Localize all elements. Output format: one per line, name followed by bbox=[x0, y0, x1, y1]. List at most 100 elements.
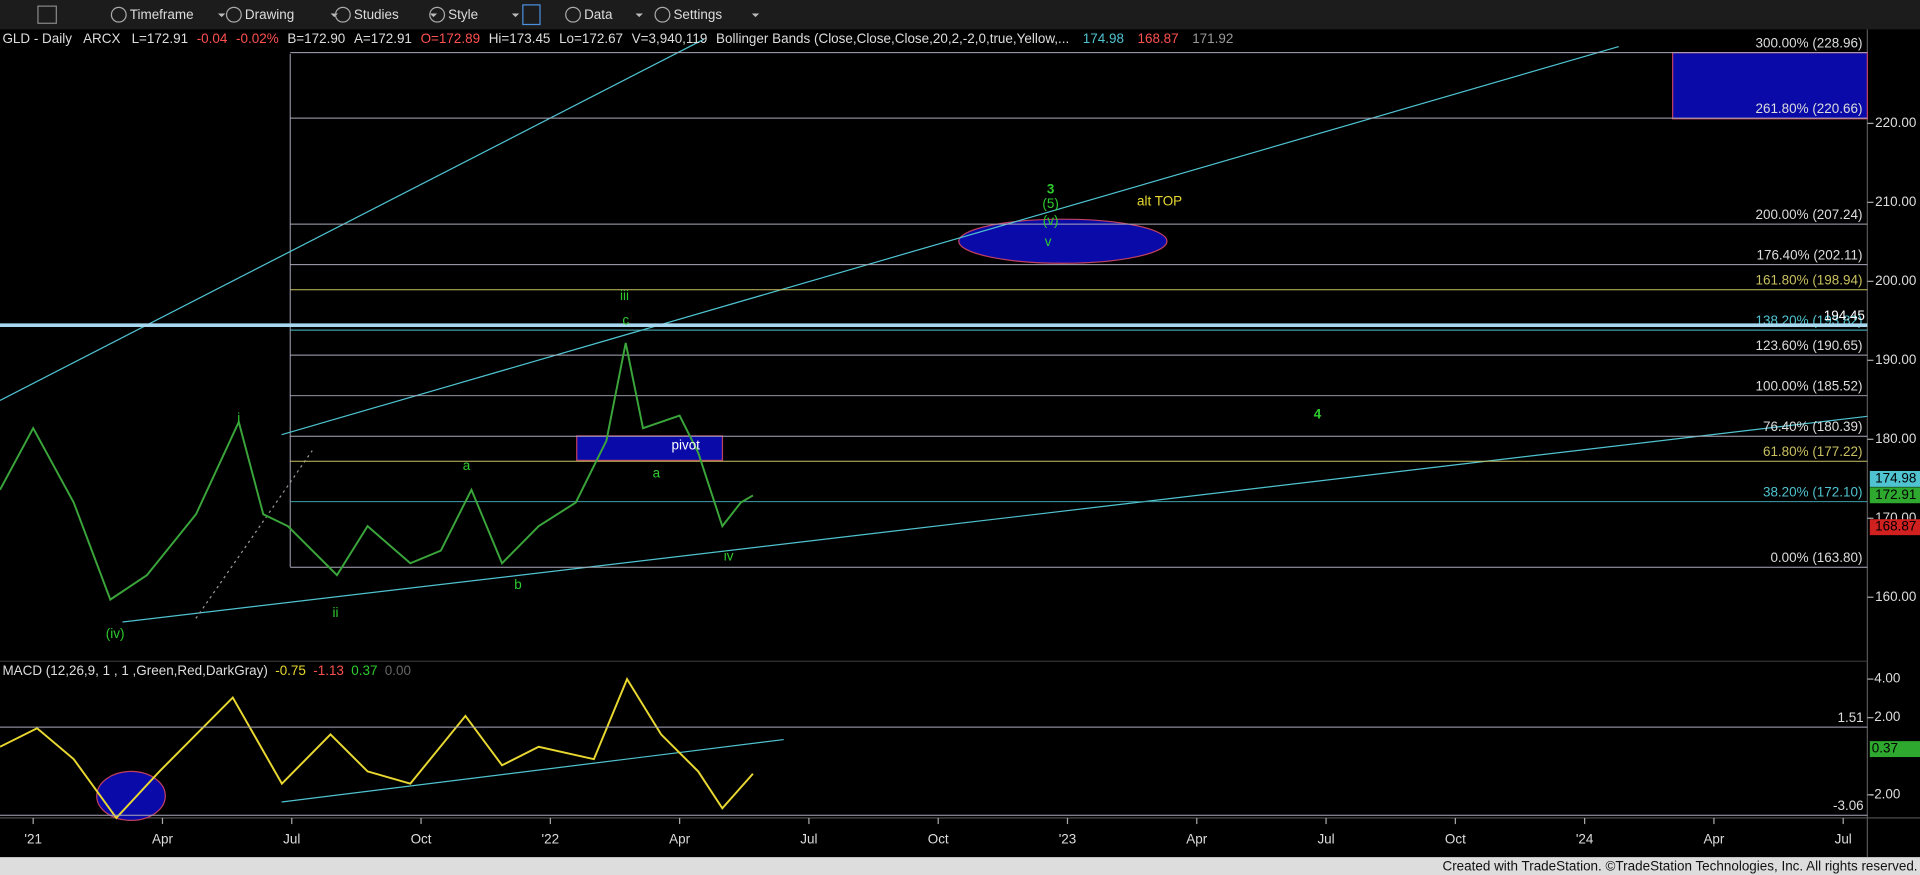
pivot-box bbox=[576, 435, 724, 462]
ask: A=172.91 bbox=[354, 31, 412, 46]
wave-label: (5) bbox=[1042, 196, 1058, 211]
bb-upper: 174.98 bbox=[1083, 31, 1124, 46]
fib-label: 300.00% (228.96) bbox=[1755, 36, 1862, 51]
wave-label: 4 bbox=[1314, 407, 1322, 422]
fib-label: 100.00% (185.52) bbox=[1755, 379, 1862, 394]
wave-label: i bbox=[237, 410, 240, 425]
macd-title-text: MACD (12,26,9, 1 , 1 ,Green,Red,DarkGray… bbox=[2, 663, 267, 678]
y-tick-label: 2.00 bbox=[1874, 709, 1900, 724]
y-tick-label: 220.00 bbox=[1875, 115, 1916, 130]
wave-label: c bbox=[622, 312, 629, 327]
wave-label: v bbox=[1045, 234, 1052, 249]
y-tick-label: 210.00 bbox=[1875, 194, 1916, 209]
x-tick-label: Apr bbox=[669, 832, 690, 847]
open: O=172.89 bbox=[421, 31, 480, 46]
price-tag-label: 174.98 bbox=[1875, 470, 1916, 485]
y-tick-label: 4.00 bbox=[1874, 671, 1900, 686]
macd-trendline bbox=[281, 738, 784, 803]
last: L=172.91 bbox=[132, 31, 189, 46]
dropdown-arrow bbox=[635, 13, 643, 18]
wave-label: pivot bbox=[672, 437, 701, 452]
window-icon[interactable] bbox=[37, 5, 57, 24]
y-tick-label: 190.00 bbox=[1875, 352, 1916, 367]
y-tick-label: 180.00 bbox=[1875, 431, 1916, 446]
price-tag-label: 0.37 bbox=[1872, 741, 1898, 756]
trendline bbox=[122, 415, 1868, 623]
price-tag bbox=[1869, 741, 1920, 758]
wave-label: ii bbox=[333, 605, 339, 620]
macd-readout: 0.00 bbox=[385, 663, 411, 678]
toolbar-icon bbox=[110, 6, 127, 23]
trendline bbox=[281, 45, 1619, 436]
x-tick-label: '22 bbox=[542, 832, 560, 847]
trendline bbox=[0, 38, 705, 401]
dropdown-arrow bbox=[751, 13, 760, 18]
change: -0.04 bbox=[197, 31, 228, 46]
series-line bbox=[0, 342, 754, 602]
fib-label: 76.40% (180.39) bbox=[1763, 419, 1862, 434]
toolbar-icon bbox=[429, 6, 446, 23]
low: Lo=172.67 bbox=[559, 31, 623, 46]
macd-readout: 0.37 bbox=[351, 663, 377, 678]
x-tick-label: '24 bbox=[1576, 832, 1594, 847]
price-tag bbox=[1869, 487, 1920, 504]
toolbar-item[interactable]: Settings bbox=[673, 7, 722, 22]
fib-label: 38.20% (172.10) bbox=[1763, 485, 1862, 500]
fib-label: 123.60% (190.65) bbox=[1755, 338, 1862, 353]
target-ellipse bbox=[958, 218, 1168, 264]
fib-label: 261.80% (220.66) bbox=[1755, 101, 1862, 116]
x-tick-label: Apr bbox=[152, 832, 173, 847]
volume: V=3,940,119 bbox=[632, 31, 708, 46]
x-tick-label: Oct bbox=[928, 832, 949, 847]
footer: Created with TradeStation. ©TradeStation… bbox=[1442, 858, 1917, 873]
toolbar-icon bbox=[565, 6, 582, 23]
bid: B=172.90 bbox=[287, 31, 345, 46]
wave-label: (v) bbox=[1043, 213, 1059, 228]
x-tick-label: Oct bbox=[1445, 832, 1466, 847]
x-tick-label: Jul bbox=[283, 832, 300, 847]
bb-mid: 171.92 bbox=[1192, 31, 1233, 46]
fib-label: 0.00% (163.80) bbox=[1770, 550, 1862, 565]
wave-label: a bbox=[463, 458, 471, 473]
x-tick-label: Apr bbox=[1186, 832, 1207, 847]
wave-label: alt TOP bbox=[1137, 194, 1182, 209]
wave-label: a bbox=[653, 465, 661, 480]
toolbar-item[interactable]: Data bbox=[584, 7, 613, 22]
price-tag bbox=[1869, 470, 1920, 487]
footer-band bbox=[0, 857, 1920, 875]
wave-label: b bbox=[514, 577, 521, 592]
macd-ellipse bbox=[96, 770, 166, 822]
price-tag bbox=[1869, 519, 1920, 536]
x-tick-label: Jul bbox=[1835, 832, 1852, 847]
x-tick-label: Jul bbox=[800, 832, 817, 847]
price-tag-label: 172.91 bbox=[1875, 487, 1916, 502]
y-tick-label: 200.00 bbox=[1875, 273, 1916, 288]
toolbar bbox=[0, 0, 1920, 30]
y-tick-label: -2.00 bbox=[1870, 786, 1901, 801]
toolbar-item[interactable]: Drawing bbox=[245, 7, 294, 22]
fib-label: 161.80% (198.94) bbox=[1755, 273, 1862, 288]
macd-readout: -1.13 bbox=[313, 663, 344, 678]
macd-level-label: -3.06 bbox=[1833, 798, 1864, 813]
dropdown-arrow bbox=[429, 13, 438, 18]
y-tick-label: 160.00 bbox=[1875, 589, 1916, 604]
series-line bbox=[0, 676, 754, 820]
layout-icon bbox=[522, 4, 541, 26]
dropdown-arrow bbox=[511, 13, 520, 18]
wave-label: iv bbox=[724, 549, 734, 564]
dropdown-arrow bbox=[217, 13, 226, 18]
toolbar-item[interactable]: Studies bbox=[354, 7, 399, 22]
wave-label: 3 bbox=[1047, 181, 1054, 196]
bb-lower: 168.87 bbox=[1138, 31, 1179, 46]
x-tick-label: Apr bbox=[1703, 832, 1724, 847]
symbol: GLD - Daily bbox=[2, 31, 72, 46]
pct-change: -0.02% bbox=[236, 31, 279, 46]
fib-label: 176.40% (202.11) bbox=[1756, 248, 1862, 263]
toolbar-item[interactable]: Timeframe bbox=[130, 7, 194, 22]
target-box bbox=[1672, 52, 1868, 120]
x-tick-label: Jul bbox=[1317, 832, 1334, 847]
toolbar-item[interactable]: Style bbox=[448, 7, 478, 22]
